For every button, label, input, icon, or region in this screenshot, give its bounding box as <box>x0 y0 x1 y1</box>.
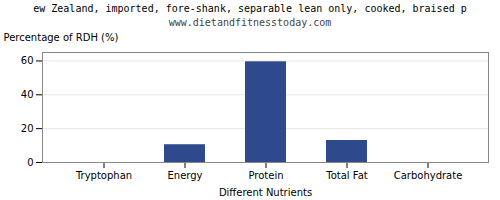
svg-text:Tryptophan: Tryptophan <box>75 170 132 181</box>
svg-text:60: 60 <box>21 55 34 66</box>
html-text:ew Zealand, imported, fore-sha: ew Zealand, imported, fore-shank, separa… <box>33 3 467 14</box>
svg-text:20: 20 <box>21 123 34 134</box>
svg-text:0: 0 <box>27 157 33 168</box>
svg-text:Percentage of RDH (%): Percentage of RDH (%) <box>4 32 119 43</box>
svg-text:Different Nutrients: Different Nutrients <box>219 187 312 198</box>
svg-text:Energy: Energy <box>167 170 202 181</box>
svg-text:Total Fat: Total Fat <box>325 170 367 181</box>
html-text:www.dietandfitnesstoday.com: www.dietandfitnesstoday.com <box>168 17 332 28</box>
svg-text:Protein: Protein <box>248 170 283 181</box>
svg-text:40: 40 <box>21 89 34 100</box>
svg-text:Carbohydrate: Carbohydrate <box>394 170 463 181</box>
